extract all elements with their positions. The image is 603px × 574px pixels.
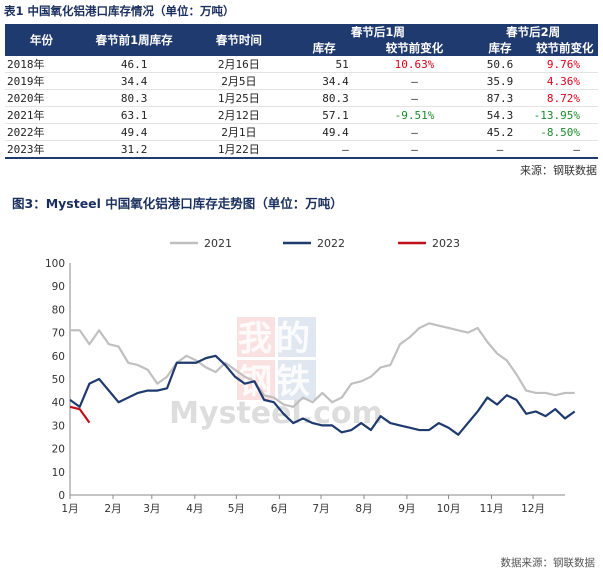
cell-c2: 8.72% bbox=[531, 89, 598, 107]
cell-s1: 80.3 bbox=[287, 89, 361, 107]
watermark-block bbox=[237, 360, 275, 400]
y-tick-label: 50 bbox=[52, 374, 65, 386]
series-line-2023 bbox=[69, 405, 91, 424]
x-tick-label: 5月 bbox=[228, 503, 245, 515]
cell-year: 2020年 bbox=[5, 89, 79, 107]
cell-s2: 87.3 bbox=[468, 89, 532, 107]
y-tick-label: 80 bbox=[52, 304, 65, 316]
y-tick-label: 60 bbox=[52, 351, 65, 363]
watermark-text: 我的 bbox=[238, 319, 314, 359]
header-date: 春节时间 bbox=[190, 24, 288, 56]
table-row: 2020年 80.3 1月25日 80.3–87.3 8.72% bbox=[5, 89, 598, 107]
y-tick-label: 20 bbox=[52, 444, 65, 456]
y-tick-label: 40 bbox=[52, 397, 65, 409]
cell-c1: 10.63% bbox=[360, 56, 469, 73]
cell-year: 2019年 bbox=[5, 72, 79, 90]
cell-c1: – bbox=[360, 140, 469, 159]
cell-date: 2月12日 bbox=[190, 106, 288, 124]
cell-s1: 34.4 bbox=[287, 72, 361, 90]
cell-c2: – bbox=[531, 140, 598, 159]
cell-year: 2022年 bbox=[5, 123, 79, 141]
cell-pre: 46.1 bbox=[78, 56, 191, 73]
cell-pre: 31.2 bbox=[78, 140, 191, 159]
x-tick-label: 1月 bbox=[61, 503, 78, 515]
x-tick-label: 8月 bbox=[355, 503, 372, 515]
legend-label-2023: 2023 bbox=[432, 237, 460, 250]
x-tick-label: 4月 bbox=[186, 503, 203, 515]
cell-year: 2023年 bbox=[5, 140, 79, 159]
cell-s1: – bbox=[287, 140, 361, 159]
cell-date: 1月22日 bbox=[190, 140, 288, 159]
cell-date: 2月1日 bbox=[190, 123, 288, 141]
inventory-table: 年份 春节前1周库存 春节时间 春节后1周 春节后2周 库存 较节前变化 库存 … bbox=[5, 24, 598, 159]
chart-source: 数据来源：钢联数据 bbox=[500, 557, 596, 569]
table-caption: 表1 中国氧化铝港口库存情况（单位：万吨） bbox=[4, 4, 235, 18]
cell-s1: 51 bbox=[287, 56, 361, 73]
legend-label-2021: 2021 bbox=[204, 237, 232, 250]
header-after2: 春节后2周 bbox=[468, 24, 598, 40]
table-row: 2019年 34.4 2月5日 34.4–35.9 4.36% bbox=[5, 72, 598, 90]
table-row: 2022年 49.4 2月1日 49.4–45.2 -8.50% bbox=[5, 123, 598, 141]
x-tick-label: 3月 bbox=[143, 503, 160, 515]
series-line-2021 bbox=[70, 322, 575, 408]
table-row: 2023年 31.2 1月22日 – – – – bbox=[5, 140, 598, 159]
series-line-2022 bbox=[69, 354, 576, 436]
cell-s1: 57.1 bbox=[287, 106, 361, 124]
header-change-1: 较节前变化 bbox=[360, 40, 469, 56]
cell-c2: 4.36% bbox=[531, 72, 598, 90]
header-stock-1: 库存 bbox=[287, 40, 361, 56]
cell-s2: 54.3 bbox=[468, 106, 532, 124]
watermark-brand: Mysteel.com bbox=[169, 396, 383, 431]
cell-pre: 80.3 bbox=[78, 89, 191, 107]
x-tick-label: 7月 bbox=[312, 503, 329, 515]
cell-date: 2月16日 bbox=[190, 56, 288, 73]
y-tick-label: 10 bbox=[52, 467, 65, 479]
chart-caption: 图3：Mysteel 中国氧化铝港口库存走势图（单位：万吨） bbox=[12, 196, 343, 211]
cell-date: 1月25日 bbox=[190, 89, 288, 107]
x-tick-label: 10月 bbox=[437, 503, 461, 515]
cell-pre: 34.4 bbox=[78, 72, 191, 90]
header-change-2: 较节前变化 bbox=[531, 40, 598, 56]
cell-c1: – bbox=[360, 123, 469, 141]
cell-c1: -9.51% bbox=[360, 106, 469, 124]
cell-s2: – bbox=[468, 140, 532, 159]
cell-s2: 50.6 bbox=[468, 56, 532, 73]
watermark-block bbox=[278, 317, 316, 357]
y-tick-label: 30 bbox=[52, 420, 65, 432]
cell-pre: 49.4 bbox=[78, 123, 191, 141]
header-pre-week: 春节前1周库存 bbox=[78, 24, 191, 56]
x-tick-label: 9月 bbox=[398, 503, 415, 515]
legend-label-2022: 2022 bbox=[317, 237, 345, 250]
y-tick-label: 70 bbox=[52, 328, 65, 340]
watermark-block bbox=[237, 317, 275, 357]
cell-year: 2018年 bbox=[5, 56, 79, 73]
cell-c1: – bbox=[360, 89, 469, 107]
table-row: 2021年 63.1 2月12日 57.1 -9.51% 54.3 -13.95% bbox=[5, 106, 598, 124]
header-stock-2: 库存 bbox=[468, 40, 532, 56]
cell-s1: 49.4 bbox=[287, 123, 361, 141]
x-tick-label: 12月 bbox=[521, 503, 545, 515]
header-after1: 春节后1周 bbox=[287, 24, 469, 40]
x-tick-label: 2月 bbox=[104, 503, 121, 515]
x-tick-label: 6月 bbox=[271, 503, 288, 515]
cell-c2: -13.95% bbox=[531, 106, 598, 124]
cell-s2: 35.9 bbox=[468, 72, 532, 90]
table-source: 来源：钢联数据 bbox=[520, 164, 597, 177]
y-tick-label: 100 bbox=[45, 258, 65, 270]
y-tick-label: 0 bbox=[58, 490, 65, 502]
cell-year: 2021年 bbox=[5, 106, 79, 124]
cell-c1: – bbox=[360, 72, 469, 90]
cell-s2: 45.2 bbox=[468, 123, 532, 141]
y-tick-label: 90 bbox=[52, 281, 65, 293]
x-tick-label: 11月 bbox=[480, 503, 504, 515]
watermark-block bbox=[278, 360, 316, 400]
header-year: 年份 bbox=[5, 24, 79, 56]
table-row: 2018年 46.1 2月16日 51 10.63% 50.6 9.76% bbox=[5, 56, 598, 73]
cell-c2: 9.76% bbox=[531, 56, 598, 73]
cell-pre: 63.1 bbox=[78, 106, 191, 124]
cell-date: 2月5日 bbox=[190, 72, 288, 90]
cell-c2: -8.50% bbox=[531, 123, 598, 141]
